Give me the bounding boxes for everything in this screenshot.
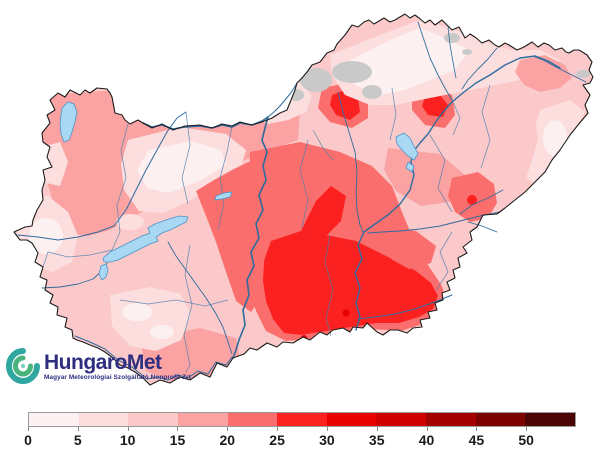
- legend-segment-15-20: [177, 413, 228, 426]
- value-region: [122, 303, 152, 321]
- legend-tickmark: [227, 427, 229, 431]
- legend-segment-5-10: [78, 413, 129, 426]
- value-region: [301, 186, 346, 236]
- bodrog-river: [461, 47, 498, 90]
- legend-bar: [28, 412, 576, 427]
- value-region: [29, 218, 63, 254]
- danube-river: [142, 116, 269, 359]
- legend-tick-label: 35: [368, 432, 385, 448]
- county-boundaries: [42, 84, 491, 373]
- legend: 0 5 10 15 20 25 30 35 40 45 50: [24, 412, 576, 449]
- tisza-lake: [395, 132, 419, 161]
- legend-tickmark: [526, 427, 528, 431]
- legend-tickmark: [426, 427, 428, 431]
- legend-tick-label: 45: [468, 432, 485, 448]
- no-data-region: [362, 85, 382, 99]
- legend-segment-25-30: [277, 413, 327, 426]
- no-data-region: [300, 68, 332, 92]
- value-region: [384, 148, 466, 206]
- no-data-region: [462, 49, 472, 55]
- drava-river: [74, 335, 233, 381]
- no-data-region: [332, 61, 372, 83]
- legend-tick-label: 25: [269, 432, 285, 448]
- lakes-layer: [59, 101, 419, 281]
- value-region: [383, 226, 436, 269]
- legend-tick-label: 10: [119, 432, 136, 448]
- value-region: [515, 55, 572, 92]
- maros-river: [357, 294, 453, 320]
- hernad-river: [447, 26, 457, 79]
- logo-subtitle: Magyar Meteorológiai Szolgáltató Nonprof…: [44, 374, 193, 382]
- legend-tick-label: 15: [169, 432, 186, 448]
- legend-segment-35-40: [376, 413, 427, 426]
- szamos-river: [534, 56, 587, 83]
- legend-tickmark: [376, 427, 378, 431]
- kis-balaton-lake: [98, 263, 109, 281]
- value-region: [467, 195, 477, 205]
- ferto-lake: [59, 101, 78, 143]
- legend-tickmark: [177, 427, 179, 431]
- value-region: [116, 214, 144, 230]
- tisza-lake-south: [405, 161, 415, 173]
- raba-river: [17, 111, 187, 241]
- legend-segment-20-25: [227, 413, 278, 426]
- balaton-lake: [102, 215, 189, 263]
- hungaromet-logo: HungaroMet Magyar Meteorológiai Szolgált…: [5, 346, 193, 388]
- legend-tickmark: [277, 427, 279, 431]
- legend-segment-10-15: [128, 413, 178, 426]
- legend-segment-40-45: [426, 413, 476, 426]
- koros-branch-river: [467, 221, 498, 233]
- legend-tickmark: [77, 427, 79, 431]
- legend-tickmark: [326, 427, 328, 431]
- legend-tick-label: 50: [518, 432, 534, 448]
- berettyo-river: [459, 189, 504, 215]
- legend-tickmark: [127, 427, 129, 431]
- ipoly-river: [267, 82, 298, 118]
- legend-tick-label: 40: [418, 432, 435, 448]
- value-region: [263, 231, 438, 335]
- legend-tick-label: 0: [24, 432, 32, 448]
- value-region: [422, 95, 448, 117]
- no-data-region: [576, 70, 590, 78]
- country-border: [13, 13, 594, 386]
- value-region: [150, 325, 174, 339]
- sio-river: [167, 241, 233, 355]
- velence-lake: [214, 191, 233, 201]
- legend-segment-45-50: [475, 413, 526, 426]
- legend-tick-label: 30: [319, 432, 335, 448]
- no-data-region: [288, 89, 304, 101]
- legend-tickmark: [476, 427, 478, 431]
- value-region: [342, 28, 470, 95]
- legend-segment-30-35: [326, 413, 377, 426]
- koros-river: [367, 211, 501, 234]
- legend-tickmark: [28, 427, 29, 431]
- sajo-river: [417, 21, 453, 101]
- value-region: [137, 141, 226, 193]
- legend-ticks: 0 5 10 15 20 25 30 35 40 45 50: [24, 427, 576, 449]
- hungary-heatmap: [13, 13, 594, 386]
- value-region: [543, 120, 567, 156]
- zagyva-river: [337, 91, 364, 233]
- value-region: [342, 309, 350, 317]
- logo-title: HungaroMet: [44, 351, 162, 375]
- legend-segment-0-5: [29, 413, 79, 426]
- legend-tick-label: 5: [73, 432, 82, 448]
- legend-tick-label: 20: [219, 432, 236, 448]
- legend-segment-50+: [525, 413, 576, 426]
- no-data-region: [444, 33, 460, 43]
- cyclone-spiral-icon: [6, 348, 40, 384]
